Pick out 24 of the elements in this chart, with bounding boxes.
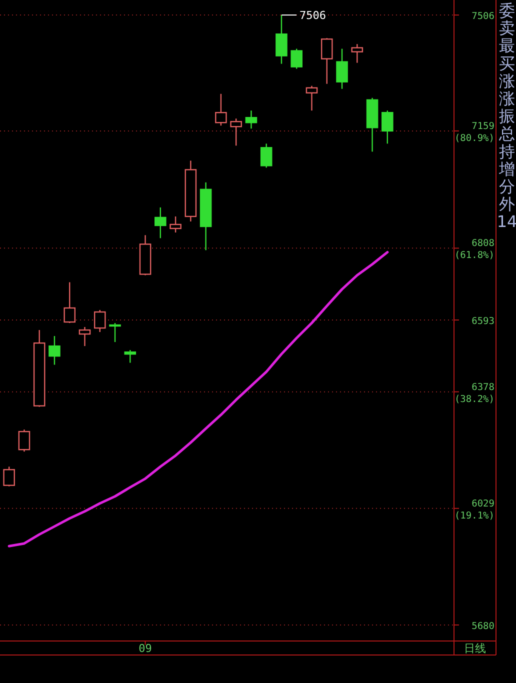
text: 买 <box>499 54 515 73</box>
annotation: 7506 <box>299 9 326 22</box>
text: 涨 <box>499 89 515 108</box>
text: 卖 <box>499 18 515 38</box>
text: 持 <box>499 142 515 161</box>
x-tick-label: 09 <box>138 642 152 655</box>
text: 14 <box>496 212 516 232</box>
text: 外 <box>499 194 515 214</box>
y-tick-label: 6808 (61.8%) <box>454 238 495 262</box>
y-tick-label: 6593 <box>472 316 494 327</box>
y-tick-label: 7506 <box>472 11 495 22</box>
text: 涨 <box>499 71 515 90</box>
text: 总 <box>498 124 515 144</box>
x-axis-title: 日线 <box>464 642 486 655</box>
text: 分 <box>499 177 515 196</box>
text: 增 <box>498 159 515 178</box>
text: 最 <box>499 36 515 56</box>
line-series <box>8 250 389 548</box>
y-tick-label: 7159 (80.9%) <box>454 120 495 144</box>
text: 振 <box>499 106 515 126</box>
y-tick-label: 6378 (38.2%) <box>454 382 495 405</box>
y-tick-label: 5680 <box>472 620 495 632</box>
y-tick-label: 6029 (19.1%) <box>454 498 495 522</box>
text: 委 <box>499 1 515 20</box>
